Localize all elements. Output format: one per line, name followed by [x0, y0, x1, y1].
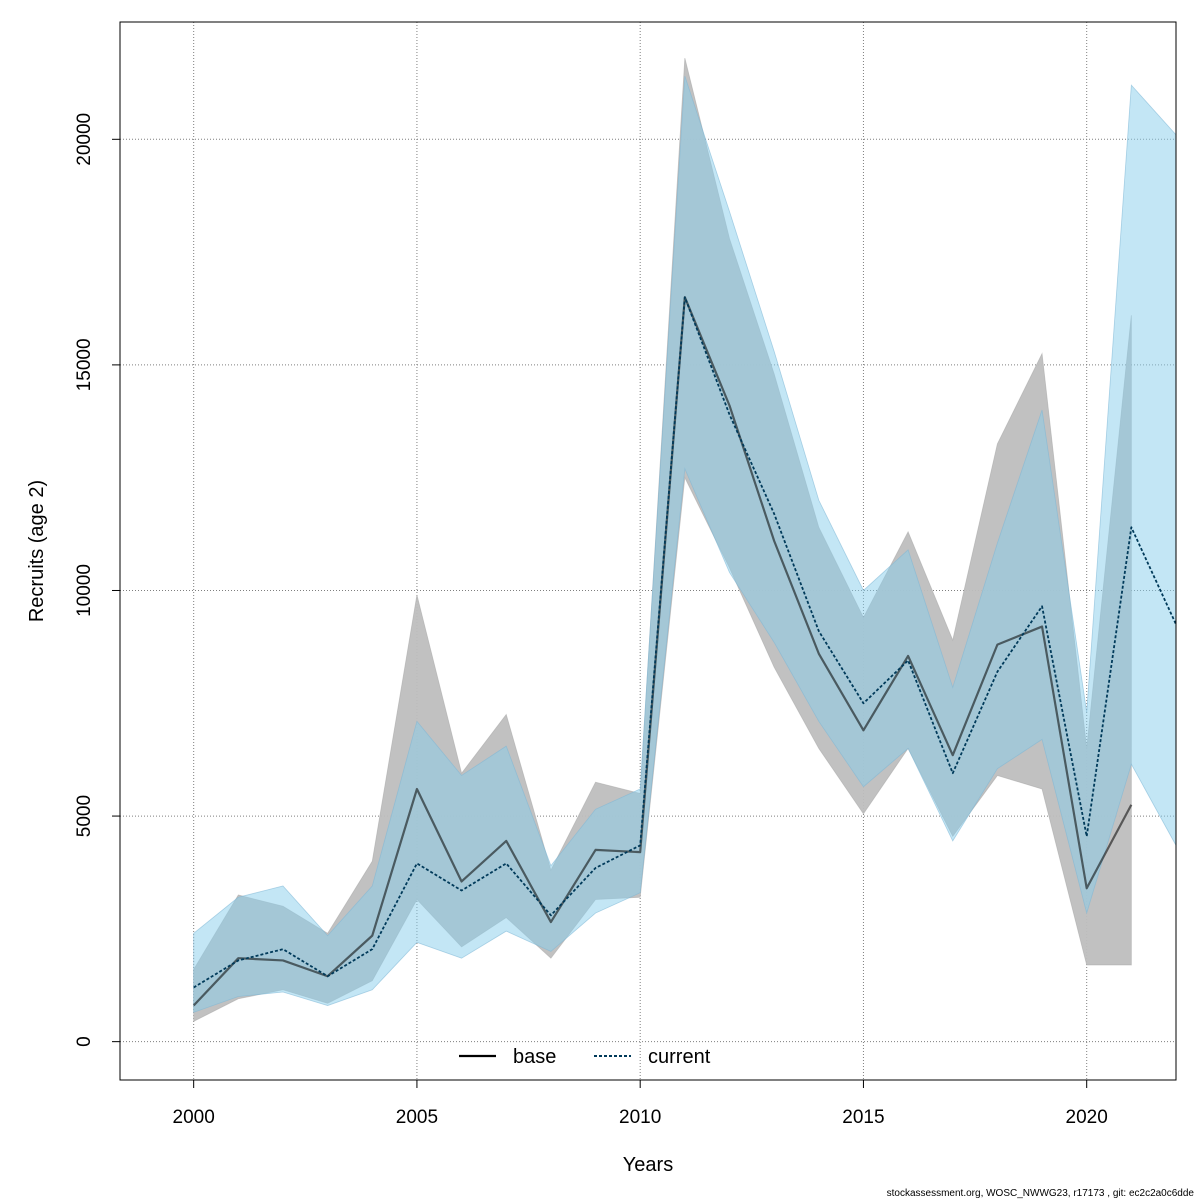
x-tick-label: 2005 [396, 1107, 438, 1128]
footer-caption: stockassessment.org, WOSC_NWWG23, r17173… [887, 1188, 1195, 1199]
axes: 2000 2005 2010 2015 2020 0 5000 10000 15000 20000 [74, 113, 1108, 1128]
confidence-bands [193, 57, 1176, 1022]
x-tick-label: 2020 [1066, 1107, 1108, 1128]
y-tick-label: 5000 [74, 795, 95, 837]
y-axis-title: Recruits (age 2) [26, 480, 48, 622]
y-tick-label: 0 [74, 1036, 95, 1047]
legend: base current [459, 1046, 711, 1068]
line-current [193, 296, 1176, 989]
x-tick-label: 2000 [173, 1107, 215, 1128]
x-tick-label: 2010 [619, 1107, 661, 1128]
x-tick-label: 2015 [842, 1107, 884, 1128]
legend-base-label: base [513, 1046, 556, 1068]
y-tick-label: 10000 [74, 564, 95, 617]
series-lines [192, 296, 1176, 1007]
y-tick-label: 15000 [74, 338, 95, 391]
legend-current-label: current [648, 1046, 711, 1068]
x-axis-title: Years [623, 1154, 673, 1176]
y-tick-label: 20000 [74, 113, 95, 166]
band-current [193, 76, 1176, 1013]
line-base [192, 296, 1133, 1007]
